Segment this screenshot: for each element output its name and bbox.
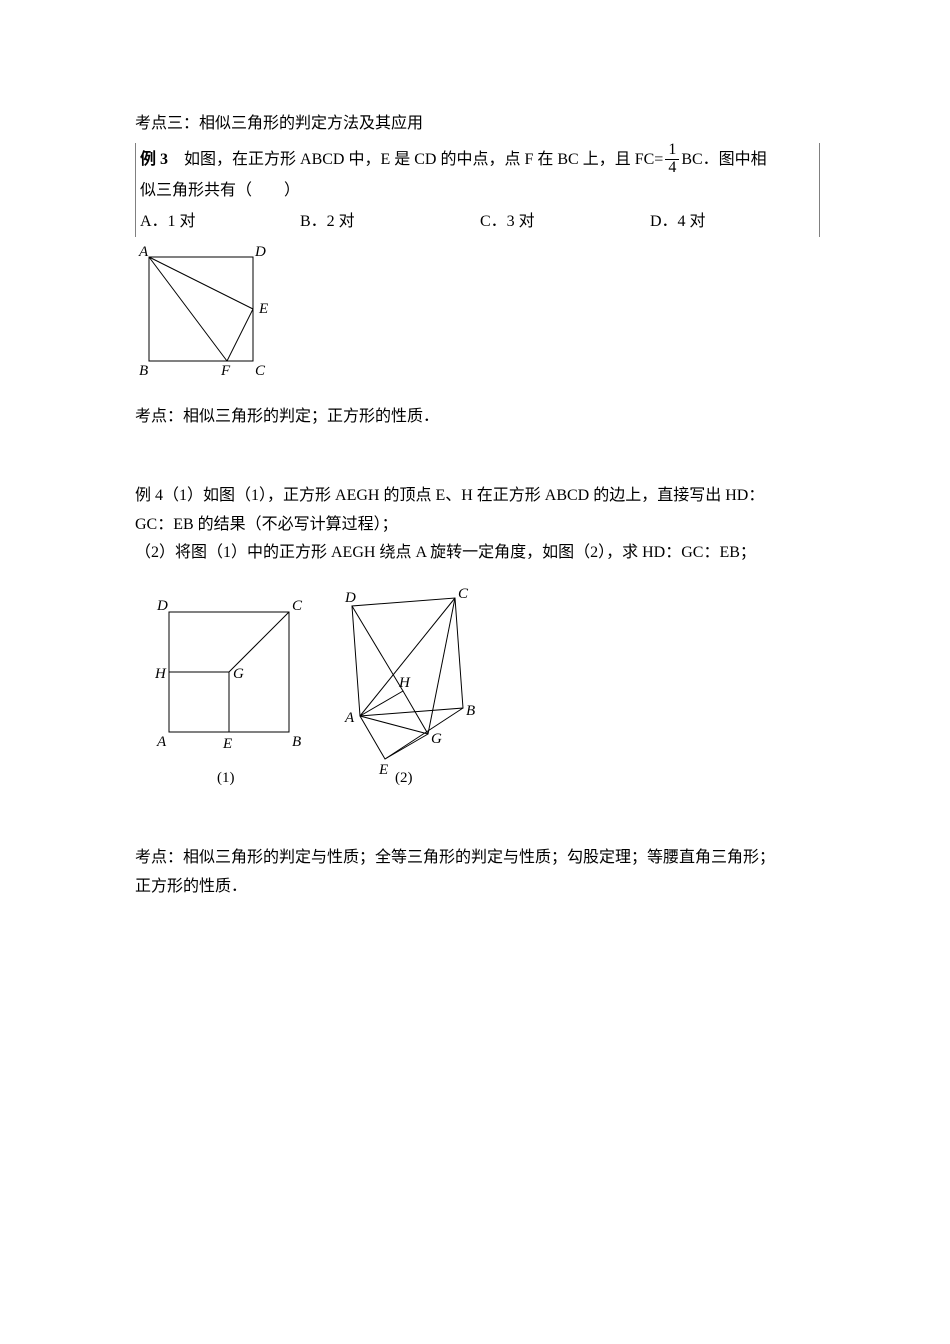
problem3-label-bold: 例 3 [140,151,184,168]
svg-text:A: A [344,710,355,726]
page: 考点三：相似三角形的判定方法及其应用 例 3 如图，在正方形 ABCD 中，E … [0,0,950,1344]
svg-text:B: B [466,703,475,719]
svg-text:A: A [156,734,167,750]
problem4: 例 4（1）如图（1），正方形 AEGH 的顶点 E、H 在正方形 ABCD 的… [135,482,820,568]
figure3-svg: A D B C E F [135,243,275,379]
p4-part1: （1）如图（1），正方形 AEGH 的顶点 E、H 在正方形 ABCD 的边上，… [163,487,764,504]
problem4-label: 例 4 [135,487,163,504]
svg-text:(2): (2) [395,770,413,786]
p3-body2: BC．图中相 [681,151,766,168]
svg-text:H: H [155,666,167,682]
svg-text:G: G [431,731,442,747]
fraction-1-4: 14 [665,142,679,177]
problem3-label: 例 3 [140,151,184,168]
figure-problem3: A D B C E F [135,243,820,379]
svg-text:G: G [233,666,244,682]
svg-text:B: B [139,363,148,379]
option-b: B．2 对 [300,208,480,237]
svg-text:D: D [254,244,266,260]
figure4-svg: D C A B H G E (1) [155,582,495,810]
section3-title: 考点三：相似三角形的判定方法及其应用 [135,110,820,139]
svg-text:E: E [222,736,232,752]
kaodian3: 考点：相似三角形的判定；正方形的性质． [135,403,820,432]
problem3-line2: 似三角形共有（ ） [140,177,815,206]
option-d: D．4 对 [650,208,706,237]
fraction-num: 1 [665,142,679,160]
svg-text:C: C [292,598,303,614]
kaodian4-line1: 考点：相似三角形的判定与性质；全等三角形的判定与性质；勾股定理；等腰直角三角形； [135,844,820,873]
problem4-line3: （2）将图（1）中的正方形 AEGH 绕点 A 旋转一定角度，如图（2），求 H… [135,539,820,568]
kaodian4-line2: 正方形的性质． [135,873,820,902]
option-c: C．3 对 [480,208,650,237]
problem3-line1: 例 3 如图，在正方形 ABCD 中，E 是 CD 的中点，点 F 在 BC 上… [140,143,815,178]
svg-text:(1): (1) [217,770,235,786]
fraction-den: 4 [665,160,679,177]
svg-text:H: H [398,675,411,691]
option-a: A．1 对 [140,208,300,237]
svg-text:C: C [255,363,266,379]
svg-text:D: D [344,590,356,606]
problem3-options: A．1 对 B．2 对 C．3 对 D．4 对 [140,208,815,237]
problem3-block: 例 3 如图，在正方形 ABCD 中，E 是 CD 的中点，点 F 在 BC 上… [135,143,820,237]
svg-text:A: A [138,244,149,260]
svg-text:D: D [156,598,168,614]
svg-text:C: C [458,586,469,602]
svg-text:E: E [378,762,388,778]
problem4-line1: 例 4（1）如图（1），正方形 AEGH 的顶点 E、H 在正方形 ABCD 的… [135,482,820,511]
problem4-line2: GC：EB 的结果（不必写计算过程）； [135,511,820,540]
p3-body1: 如图，在正方形 ABCD 中，E 是 CD 的中点，点 F 在 BC 上，且 F… [184,151,663,168]
figure-problem4: D C A B H G E (1) [155,582,820,810]
svg-text:E: E [258,301,268,317]
kaodian4: 考点：相似三角形的判定与性质；全等三角形的判定与性质；勾股定理；等腰直角三角形；… [135,844,820,902]
svg-text:B: B [292,734,301,750]
svg-text:F: F [220,363,231,379]
